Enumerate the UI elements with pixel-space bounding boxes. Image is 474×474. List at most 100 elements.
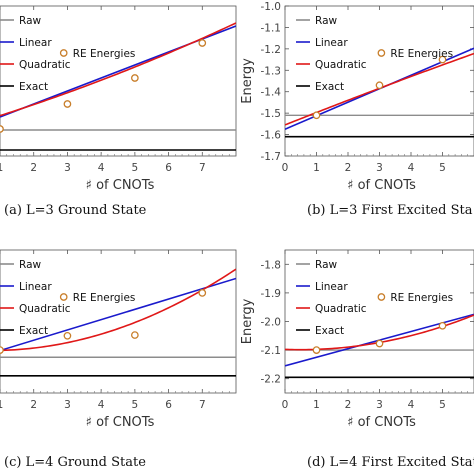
legend: Raw Linear Quadratic Exact RE Energies [296, 259, 453, 337]
x-tick-label: 5 [439, 399, 446, 411]
re-energy-point [63, 100, 72, 108]
re-energy-point [198, 289, 207, 297]
re-energy-point [438, 55, 447, 64]
x-tick-label: 3 [376, 162, 383, 174]
chart-panel-4: 0 1 2 3 4 5 -2.2 -2.1 -2.0 -1.9 -1.8 Energy ♯ of CNO… [240, 249, 474, 470]
y-tick-label: -1.4 [261, 87, 282, 99]
re-energy-point [0, 346, 4, 354]
x-tick-label: 4 [408, 399, 415, 411]
chart-panel-2: 0 1 2 3 4 5 -1.7 -1.6 -1.5 -1.4 -1.3 -1.2 -1.1 -1.0 En… [240, 1, 474, 218]
x-tick-label: 4 [408, 162, 415, 174]
legend-label: Exact [315, 325, 344, 337]
legend-label: Linear [19, 281, 52, 293]
y-tick-label: -1.7 [261, 151, 282, 163]
re-energy-point [312, 346, 321, 354]
x-tick-label: 1 [313, 162, 320, 174]
legend-label: Exact [315, 81, 344, 93]
legend-label: Linear [315, 37, 348, 49]
legend-label: Raw [315, 259, 337, 271]
re-energy-point [198, 39, 207, 47]
y-tick-label: -1.9 [261, 288, 282, 300]
x-axis-label: ♯ of CNOTs [86, 415, 155, 430]
y-tick-label: -2.2 [261, 374, 282, 386]
x-tick-label: 0 [282, 399, 289, 411]
legend-label: RE Energies [73, 292, 136, 304]
y-tick-label: -1.5 [261, 108, 282, 120]
x-tick-label: 7 [199, 162, 206, 174]
x-tick-label: 2 [30, 399, 37, 411]
re-energy-point [131, 74, 139, 82]
legend: Raw Linear Quadratic Exact RE Energies [0, 259, 135, 337]
plot-area [0, 268, 236, 377]
plot-frame [0, 249, 237, 394]
legend-label: RE Energies [390, 48, 453, 60]
subfigure-caption: (a) L=3 Ground State [4, 203, 147, 218]
y-tick-label: -2.1 [261, 345, 282, 357]
quadratic-fit-curve [0, 268, 236, 352]
re-energy-point [0, 125, 4, 133]
x-tick-label: 1 [0, 162, 3, 174]
y-axis-label: Energy [240, 298, 255, 344]
y-tick-label: -1.6 [261, 130, 282, 142]
x-tick-label: 1 [0, 399, 3, 411]
legend-point-marker [377, 49, 386, 57]
x-axis-label: ♯ of CNOTs [347, 415, 416, 430]
x-axis-label: ♯ of CNOTs [347, 178, 416, 193]
y-axis-label: Energy [240, 58, 255, 104]
legend-label: Quadratic [19, 303, 71, 315]
x-tick-label: 3 [64, 162, 71, 174]
chart-panel-1: 1 2 3 4 5 6 7 ♯ of CNOTs Raw Linear Quadratic Exact… [0, 5, 237, 218]
x-tick-label: 4 [98, 162, 105, 174]
x-tick-label: 0 [282, 162, 289, 174]
x-tick-label: 5 [439, 162, 446, 174]
y-tick-label: -1.3 [261, 65, 282, 77]
legend: Raw Linear Quadratic Exact RE Energies [296, 15, 453, 93]
y-tick-label: -1.1 [261, 22, 282, 34]
chart-panel-3: 1 2 3 4 5 6 7 ♯ of CNOTs Raw Linear Quadratic Exact… [0, 249, 237, 470]
plot-area [0, 22, 236, 151]
x-tick-label: 6 [165, 399, 172, 411]
x-tick-label: 6 [165, 162, 172, 174]
legend-label: Raw [315, 15, 337, 27]
y-tick-label: -1.2 [261, 44, 282, 56]
legend: Raw Linear Quadratic Exact RE Energies [0, 15, 135, 93]
subfigure-caption: (c) L=4 Ground State [4, 455, 146, 470]
re-energy-point [312, 111, 321, 120]
legend-point-marker [59, 293, 68, 301]
linear-fit-line [0, 277, 236, 352]
legend-label: Linear [19, 37, 52, 49]
legend-label: Linear [315, 281, 348, 293]
legend-point-marker [377, 293, 386, 301]
re-energy-point [438, 321, 447, 330]
legend-point-marker [59, 49, 68, 57]
legend-label: Quadratic [315, 303, 367, 315]
legend-label: Raw [19, 259, 41, 271]
x-axis-label: ♯ of CNOTs [86, 178, 155, 193]
legend-label: Exact [19, 81, 48, 93]
x-tick-label: 4 [98, 399, 105, 411]
re-energy-point [131, 331, 139, 339]
re-energy-point [375, 81, 384, 90]
plot-area [285, 47, 474, 138]
plot-area [285, 313, 474, 379]
plot-frame [0, 5, 237, 157]
subfigure-caption: (b) L=3 First Excited Sta [307, 203, 473, 218]
x-tick-label: 2 [30, 162, 37, 174]
y-tick-label: -1.0 [261, 1, 282, 13]
re-energy-point [375, 339, 384, 348]
legend-label: Quadratic [19, 59, 71, 71]
x-tick-label: 7 [199, 399, 206, 411]
legend-label: Quadratic [315, 59, 367, 71]
x-tick-label: 3 [376, 399, 383, 411]
legend-label: RE Energies [73, 48, 136, 60]
x-tick-label: 1 [313, 399, 320, 411]
re-energy-point [63, 331, 72, 340]
legend-label: RE Energies [390, 292, 453, 304]
x-tick-label: 5 [132, 399, 139, 411]
quadratic-fit-curve [0, 22, 236, 117]
x-tick-label: 5 [132, 162, 139, 174]
plot-frame [284, 5, 474, 157]
subfigure-caption: (d) L=4 First Excited State [307, 455, 474, 470]
legend-label: Exact [19, 325, 48, 337]
